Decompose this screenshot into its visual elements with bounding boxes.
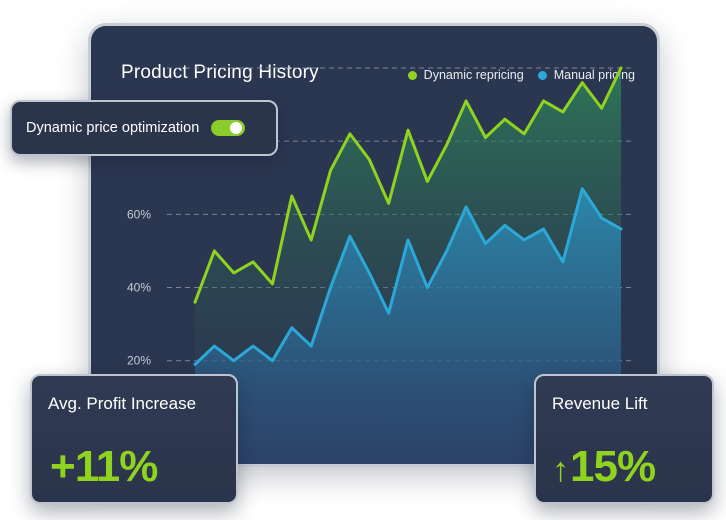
toggle-label: Dynamic price optimization: [26, 120, 200, 136]
legend-item-dynamic: Dynamic repricing: [407, 68, 524, 82]
profit-metric-value: +11%: [50, 442, 158, 491]
profit-metric-card: Avg. Profit Increase +11%: [30, 374, 238, 504]
dynamic-pricing-toggle-card: Dynamic price optimization: [10, 100, 278, 156]
revenue-metric-number: 15%: [570, 442, 656, 491]
pricing-chart: 20%40%60%80%: [127, 66, 635, 464]
y-tick-label: 20%: [127, 354, 151, 368]
revenue-metric-value: ↑15%: [552, 442, 656, 492]
y-tick-label: 40%: [127, 281, 151, 295]
arrow-up-icon: ↑: [552, 451, 569, 489]
legend-label-dynamic: Dynamic repricing: [423, 68, 524, 82]
legend-dot-dynamic: [407, 70, 417, 80]
toggle-knob: [230, 122, 243, 134]
y-tick-label: 60%: [127, 207, 151, 221]
series-line-1: [193, 187, 623, 366]
revenue-metric-label: Revenue Lift: [552, 394, 648, 413]
revenue-metric-card: Revenue Lift ↑15%: [534, 374, 714, 504]
series-line-0: [193, 66, 623, 304]
dynamic-pricing-toggle[interactable]: [211, 120, 246, 136]
series-area-1: [195, 188, 621, 464]
profit-metric-label: Avg. Profit Increase: [48, 394, 197, 413]
legend-dot-manual: [537, 70, 547, 80]
chart-title: Product Pricing History: [121, 62, 319, 83]
